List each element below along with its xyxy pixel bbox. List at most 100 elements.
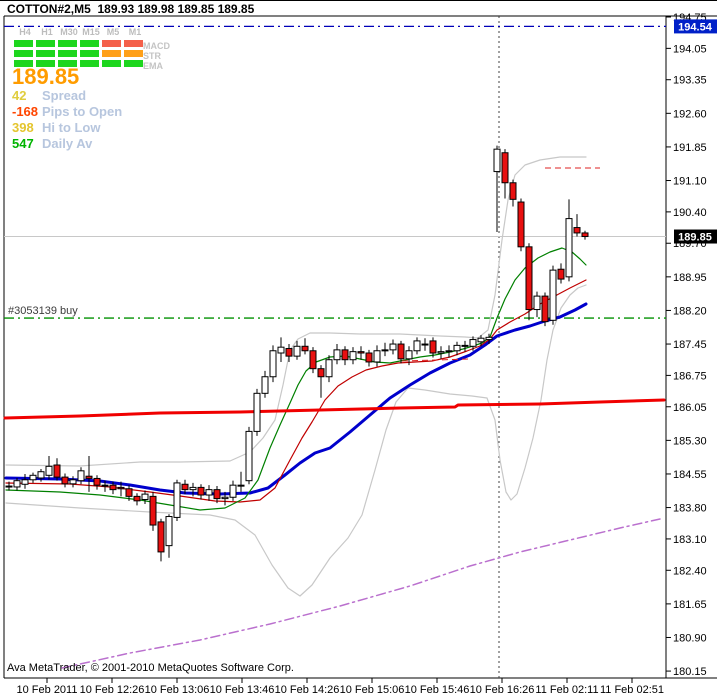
candle-body-bear (149, 495, 157, 526)
candle-body-bear (581, 232, 589, 238)
signal-row-ema (14, 60, 146, 70)
time-axis-label: 10 Feb 15:46 (405, 684, 470, 696)
candle-body-bear (541, 295, 549, 323)
signal-cell-up (80, 60, 99, 67)
candle-body-bull (21, 479, 29, 485)
candle-body-bear (309, 350, 317, 370)
stat-label: Hi to Low (42, 120, 101, 135)
candle-body-bull (333, 349, 341, 361)
timeframe-label-m1: M1 (128, 27, 142, 37)
signal-cell-neutral (124, 50, 143, 57)
signal-cell-up (14, 40, 33, 47)
candle-body-bull (405, 350, 413, 360)
candle-body-bull (469, 339, 477, 347)
signal-row-label-ema: EMA (143, 61, 163, 71)
bollinger-lower (5, 284, 587, 597)
price-axis-label: 186.75 (673, 370, 707, 382)
candle-body-bear (317, 368, 325, 378)
timeframe-label-h1: H1 (41, 27, 53, 37)
candle-body-bull (45, 465, 53, 476)
candle-body-bear (365, 352, 373, 363)
candle-body-bull (381, 349, 389, 352)
candle-body-bear (85, 475, 93, 479)
price-axis-label: 183.80 (673, 503, 707, 515)
signal-cell-up (36, 50, 55, 57)
candle-body-bear (93, 477, 101, 486)
current-price-badge: 189.85 (678, 232, 712, 244)
timeframe-labels: H4 H1 M30 M15 M5 M1 (14, 27, 146, 37)
ask-price-badge: 194.54 (678, 21, 713, 33)
signal-cell-up (58, 50, 77, 57)
candle-body-bull (261, 376, 269, 394)
candle-body-bull (437, 351, 445, 354)
candle-body-bear (525, 246, 533, 311)
chart-title: COTTON#2,M5 189.93 189.98 189.85 189.85 (7, 2, 254, 16)
candle-body-bear (341, 349, 349, 361)
candle-body-bear (5, 485, 13, 488)
buy-order-label: #3053139 buy (8, 305, 78, 317)
candle-body-bear (109, 484, 117, 491)
candle-body-bull (165, 516, 173, 547)
stat-value-hi-to-low: 398 Hi to Low (12, 120, 101, 135)
candle-body-bull (413, 340, 421, 352)
candle-body-bull (221, 496, 229, 500)
signal-cell-up (14, 60, 33, 67)
stat-label: Spread (42, 88, 87, 103)
stat-value-spread: 42 Spread (12, 88, 87, 103)
current-price-badge-bg (674, 229, 717, 244)
candle-body-bear (501, 152, 509, 184)
candle-body-bull (293, 345, 301, 357)
time-axis-label: 10 Feb 2011 (17, 684, 78, 696)
price-axis-label: 180.90 (673, 632, 707, 644)
candle-body-bull (77, 470, 85, 482)
price-axis-label: 194.05 (673, 43, 707, 55)
candle-body-bull (493, 148, 501, 173)
candle-body-bull (253, 392, 261, 432)
candle-body-bear (117, 486, 125, 490)
ask-price-badge-bg (674, 19, 717, 34)
candle-body-bull (389, 343, 397, 351)
symbol-period: COTTON#2,M5 (7, 2, 91, 16)
candle-body-bear (285, 348, 293, 357)
candle-body-bull (69, 479, 77, 485)
candle-body-bear (517, 201, 525, 248)
price-axis-label: 186.05 (673, 402, 707, 414)
time-axis-label: 10 Feb 13:46 (210, 684, 275, 696)
candle-body-bear (213, 489, 221, 500)
signal-cell-down (124, 40, 143, 47)
price-axis-label: 180.15 (673, 666, 707, 678)
price-axis-label: 183.10 (673, 534, 707, 546)
timeframe-label-m5: M5 (106, 27, 120, 37)
candle-body-bull (277, 346, 285, 354)
price-axis-label: 188.95 (673, 272, 707, 284)
time-axis-label: 10 Feb 15:06 (340, 684, 405, 696)
signal-matrix (14, 40, 146, 70)
candle-body-bear (181, 483, 189, 491)
candle-body-bull (37, 471, 45, 479)
candle-body-bear (125, 488, 133, 497)
price-axis-label: 191.10 (673, 176, 707, 188)
candle-body-bull (13, 480, 21, 488)
candle-body-bull (477, 337, 485, 343)
time-axis-label: 10 Feb 13:06 (145, 684, 210, 696)
ema-slow-blue (4, 302, 588, 496)
candle-body-bull (101, 484, 109, 487)
candle-body-bull (229, 484, 237, 498)
price-axis-label: 192.60 (673, 108, 707, 120)
candle-body-bear (237, 484, 245, 487)
candle-body-bear (301, 345, 309, 352)
candle-body-bull (549, 269, 557, 321)
signal-cell-up (124, 60, 143, 67)
candle-body-bull (349, 351, 357, 361)
quote-ohlc: 189.93 189.98 189.85 189.85 (97, 2, 255, 16)
price-axis-label: 191.85 (673, 142, 707, 154)
timeframe-label-m30: M30 (60, 27, 78, 37)
candle-body-bull (29, 474, 37, 481)
candle-body-bull (205, 489, 213, 496)
copyright-watermark: Ava MetaTrader, © 2001-2010 MetaQuotes S… (7, 662, 294, 674)
candle-body-bear (61, 476, 69, 485)
swing-level-mid (401, 358, 471, 362)
candle-body-bear (557, 268, 565, 280)
